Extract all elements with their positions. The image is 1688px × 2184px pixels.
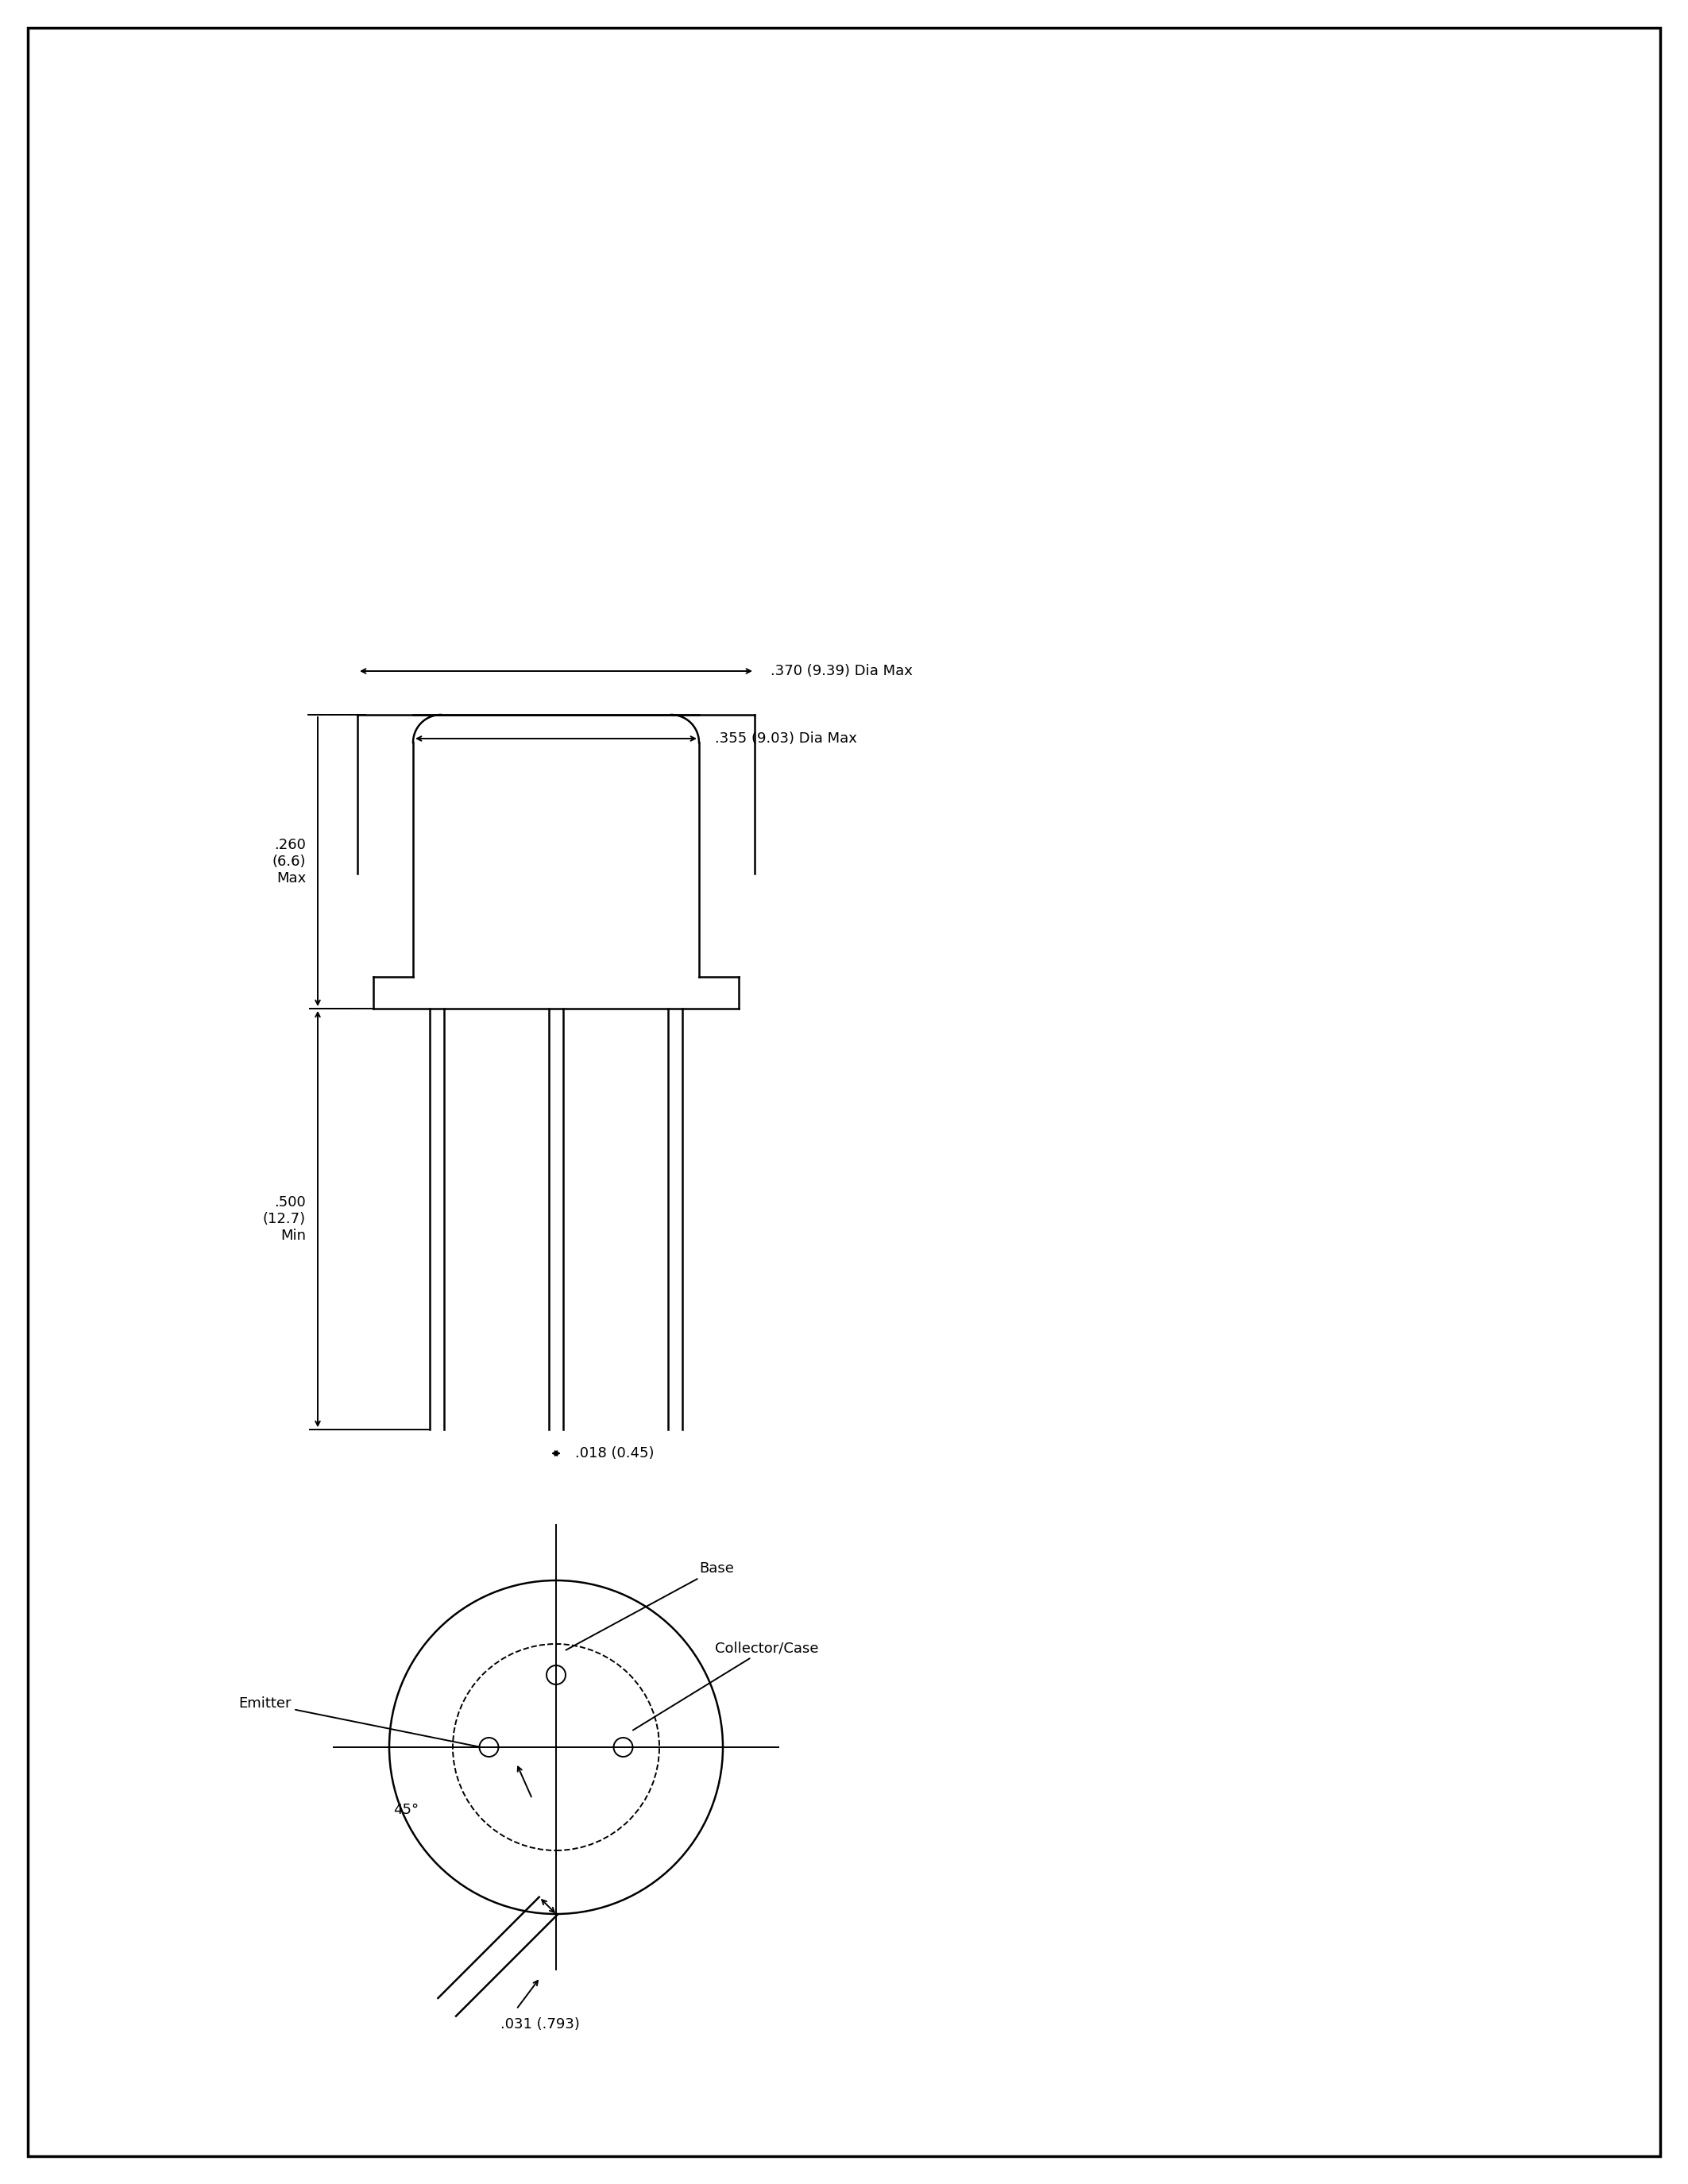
Text: Base: Base <box>565 1562 734 1651</box>
Text: .018 (0.45): .018 (0.45) <box>576 1446 655 1461</box>
Text: Collector/Case: Collector/Case <box>633 1640 819 1730</box>
Text: .260
(6.6)
Max: .260 (6.6) Max <box>272 839 306 885</box>
Text: .355 (9.03) Dia Max: .355 (9.03) Dia Max <box>716 732 858 745</box>
Text: Emitter: Emitter <box>238 1697 479 1747</box>
Text: .500
(12.7)
Min: .500 (12.7) Min <box>263 1195 306 1243</box>
Text: .031 (.793): .031 (.793) <box>500 2018 579 2031</box>
Text: .370 (9.39) Dia Max: .370 (9.39) Dia Max <box>770 664 913 679</box>
Text: 45°: 45° <box>393 1802 419 1817</box>
